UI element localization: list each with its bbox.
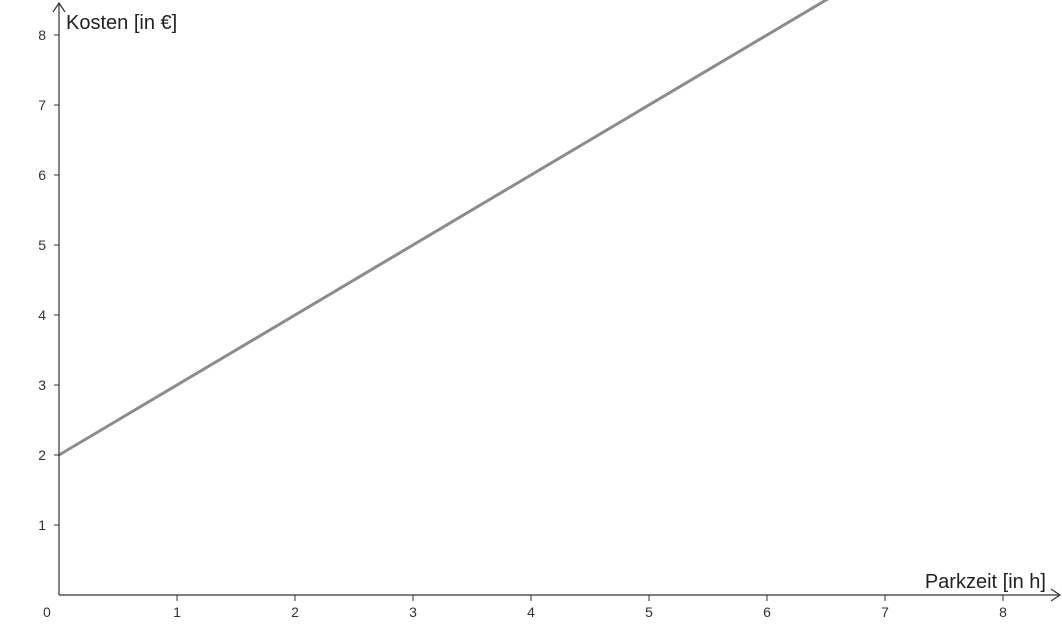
y-tick-label: 1 [38,517,46,533]
x-axis-arrow [1050,588,1062,602]
series-line-group [58,0,829,457]
x-tick-label: 6 [763,604,771,620]
y-axis-title: Kosten [in €] [66,12,177,34]
y-tick-label: 8 [38,27,46,43]
y-tick-label: 6 [38,167,46,183]
x-tick-label: 7 [881,604,889,620]
origin-label: 0 [43,604,51,620]
x-tick-label: 5 [645,604,653,620]
y-axis-arrow [52,1,66,13]
x-tick-label: 3 [409,604,417,620]
y-ticks: 1 2 3 4 5 6 7 8 [38,27,59,533]
x-axis-title: Parkzeit [in h] [925,571,1046,593]
y-tick-label: 7 [38,97,46,113]
x-ticks: 1 2 3 4 5 6 7 8 [173,595,1007,620]
series-line [58,0,829,457]
y-tick-label: 4 [38,307,46,323]
y-tick-label: 2 [38,447,46,463]
x-tick-label: 2 [291,604,299,620]
y-tick-label: 3 [38,377,46,393]
y-tick-label: 5 [38,237,46,253]
x-tick-label: 4 [527,604,535,620]
x-tick-label: 1 [173,604,181,620]
axes [52,1,1062,602]
x-tick-label: 8 [999,604,1007,620]
